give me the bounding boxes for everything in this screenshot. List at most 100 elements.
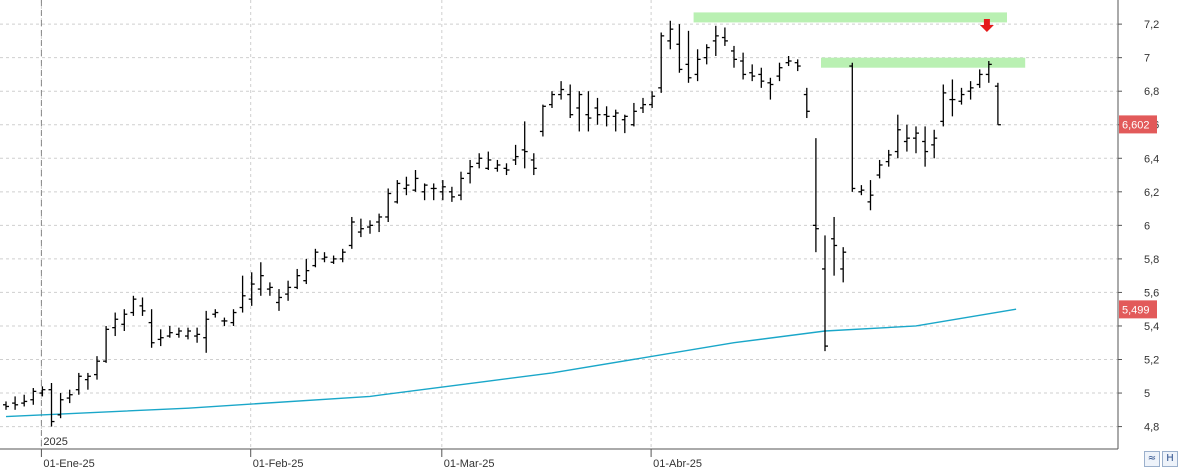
ohlc-bar (348, 216, 355, 249)
ohlc-bar (3, 401, 9, 410)
ohlc-bar (330, 255, 337, 264)
ohlc-bar (630, 102, 637, 127)
price-badge (1119, 115, 1157, 134)
ohlc-bar (66, 389, 73, 404)
ohlc-bar (421, 183, 428, 201)
ohlc-bar (731, 45, 737, 68)
ohlc-bar (203, 310, 210, 353)
ohlc-bar (649, 91, 656, 108)
ohlc-bar (485, 151, 492, 171)
ohlc-bar (894, 114, 901, 159)
ohlc-bar (849, 62, 856, 192)
y-tick-label: 7,2 (1144, 19, 1159, 31)
ohlc-bar (785, 55, 792, 67)
down-arrow-icon (979, 19, 994, 32)
ohlc-bar (285, 280, 292, 301)
ohlc-bar (312, 248, 319, 268)
ohlc-bar (121, 309, 128, 331)
y-tick-label: 7 (1144, 53, 1150, 65)
ohlc-bar (576, 91, 583, 132)
moving-average (5, 308, 1017, 418)
ohlc-bar (767, 77, 774, 100)
y-tick-label: 6,8 (1144, 86, 1159, 98)
ohlc-bar (57, 393, 64, 419)
ohlc-bar (994, 82, 1001, 126)
resistance-zones (693, 12, 1026, 68)
ohlc-bar (812, 138, 819, 253)
annotations (979, 19, 994, 32)
ohlc-bar (976, 69, 983, 88)
ohlc-bar (321, 252, 328, 263)
ohlc-bar (603, 106, 610, 127)
ohlc-bar (831, 216, 838, 276)
ohlc-bar (476, 153, 483, 169)
ohlc-bar (858, 185, 865, 196)
ohlc-bar (494, 159, 501, 172)
ohlc-bar (467, 159, 474, 184)
y-tick-label: 6,2 (1144, 187, 1159, 199)
ohlc-bar (712, 25, 719, 56)
ohlc-bar (103, 325, 110, 363)
ohlc-bar (913, 126, 919, 154)
y-tick-label: 4,8 (1144, 422, 1159, 434)
ohlc-bar (394, 180, 401, 204)
ohlc-bar (676, 24, 683, 73)
ohlc-bar (512, 144, 519, 165)
ohlc-bar (403, 176, 410, 196)
ohlc-bar (822, 235, 828, 352)
ohlc-bar (840, 247, 847, 283)
ohlc-bar (694, 49, 701, 82)
ohlc-bar (376, 213, 383, 233)
ohlc-bar (721, 27, 728, 46)
ohlc-bar (558, 81, 565, 100)
ohlc-bar (967, 81, 974, 100)
price-bars (3, 20, 1001, 427)
ohlc-bar (221, 317, 228, 326)
ohlc-bar (48, 382, 55, 427)
ohlc-bar (430, 183, 437, 201)
ohlc-bar (458, 171, 464, 201)
ohlc-bar (412, 170, 419, 192)
ohlc-bar (248, 272, 255, 306)
ohlc-bar (640, 97, 646, 113)
ohlc-bar (239, 275, 246, 313)
ohlc-bar (503, 163, 510, 176)
y-tick-label: 5 (1144, 388, 1150, 400)
ohlc-bar (212, 309, 219, 318)
ohlc-bar (148, 309, 155, 348)
ohlc-bar (885, 149, 892, 167)
y-tick-label: 6,4 (1144, 153, 1159, 165)
ohlc-bar (185, 327, 191, 340)
ohlc-bar (667, 20, 674, 50)
ohlc-bar (539, 104, 546, 137)
ohlc-bar (75, 372, 82, 395)
ohlc-bar (194, 327, 201, 343)
ohlc-bar (339, 248, 346, 263)
ohlc-bar (94, 356, 100, 380)
y-tick-label: 5,6 (1144, 287, 1159, 299)
ohlc-bar (803, 87, 810, 119)
ohlc-bar (867, 180, 874, 211)
ohlc-bar (84, 372, 91, 390)
ohlc-bar (175, 327, 182, 338)
save-icon[interactable]: H (1162, 451, 1178, 467)
ohlc-bar (658, 32, 665, 93)
ohlc-bar (922, 126, 929, 167)
ohlc-bar (549, 91, 555, 108)
resistance-zone (821, 57, 1026, 68)
scale-icon[interactable]: ≈ (1144, 451, 1160, 467)
x-tick-label: 01-Mar-25 (444, 458, 495, 470)
x-tick-label: 01-Feb-25 (253, 458, 304, 470)
ohlc-bar (612, 109, 619, 132)
price-badge-label: 6,602 (1122, 119, 1150, 131)
price-badge (1119, 300, 1157, 319)
ohlc-bar (940, 84, 947, 127)
ohlc-bar (530, 153, 537, 176)
ohlc-bar (276, 289, 282, 311)
ohlc-bar (567, 84, 574, 119)
y-tick-label: 5,4 (1144, 321, 1159, 333)
ohlc-bar (157, 329, 164, 347)
ohlc-bar (266, 282, 273, 296)
moving-average-line (5, 308, 1017, 418)
